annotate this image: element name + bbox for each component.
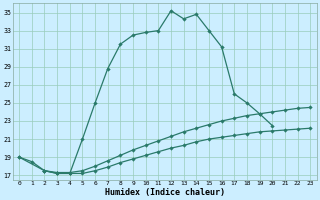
X-axis label: Humidex (Indice chaleur): Humidex (Indice chaleur) xyxy=(105,188,225,197)
